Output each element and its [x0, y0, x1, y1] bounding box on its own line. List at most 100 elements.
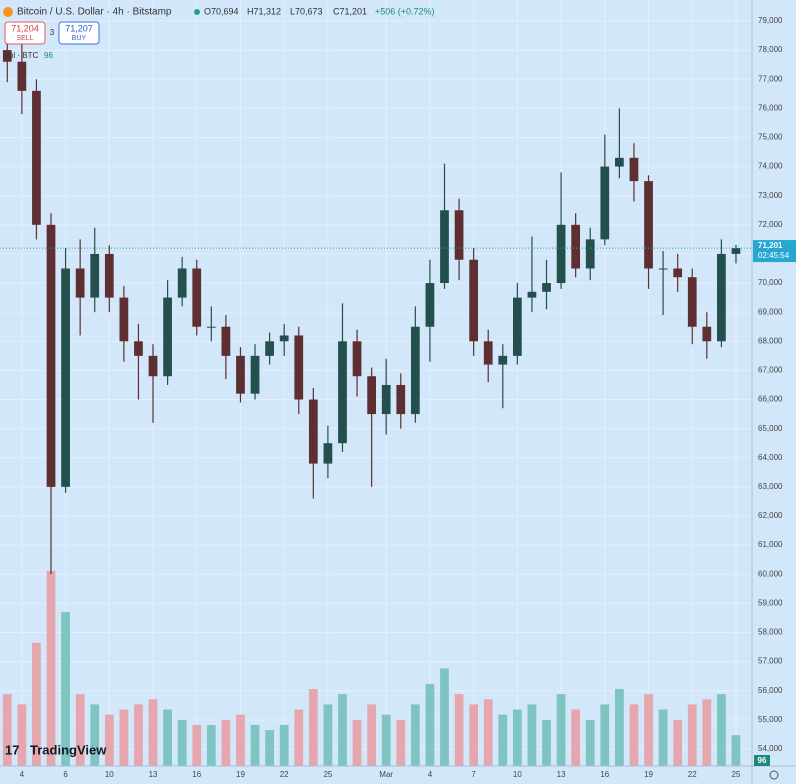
y-tick-label: 63,000	[758, 482, 783, 491]
volume-bar	[483, 699, 493, 766]
volume-bar	[440, 668, 449, 766]
volume-bar	[542, 719, 551, 766]
volume-bar	[192, 724, 202, 766]
candle-body	[512, 297, 522, 356]
volume-bar	[279, 724, 289, 766]
volume-bar	[163, 709, 172, 766]
settings-icon[interactable]	[769, 770, 779, 780]
x-tick-label: 7	[471, 770, 476, 779]
volume-bar	[90, 704, 100, 766]
volume-bar	[498, 714, 508, 766]
y-tick-label: 64,000	[758, 453, 783, 462]
last-price-label: 71,201	[758, 241, 783, 250]
candle-body	[615, 157, 624, 167]
candles	[2, 23, 741, 575]
candle-body	[600, 166, 610, 240]
candle-body	[687, 277, 697, 327]
y-tick-label: 79,000	[758, 16, 783, 25]
candle-body	[338, 341, 347, 444]
volume-bar	[206, 724, 216, 766]
x-tick-label: 16	[600, 770, 609, 779]
y-tick-label: 72,000	[758, 220, 783, 229]
candle-body	[425, 283, 435, 327]
candle-body	[352, 341, 362, 377]
candle-body	[585, 239, 595, 269]
candle-body	[134, 341, 143, 356]
volume-bar	[265, 730, 274, 766]
y-tick-label: 78,000	[758, 45, 783, 54]
volume	[2, 571, 741, 766]
candle-body	[265, 341, 274, 356]
buy-button[interactable]	[58, 21, 100, 45]
sell-button[interactable]	[4, 21, 46, 45]
symbol-title: Bitcoin / U.S. Dollar · 4h · Bitstamp	[17, 7, 172, 18]
volume-bar	[658, 709, 668, 766]
volume-bar	[32, 642, 41, 766]
sell-label: SELL	[16, 35, 33, 42]
y-tick-label: 70,000	[758, 278, 783, 287]
x-tick-label: 22	[688, 770, 697, 779]
candle-body	[673, 268, 683, 278]
candle-body	[454, 210, 464, 260]
volume-bar	[615, 689, 624, 766]
axes: 54,000 55,000 56,000 57,000 58,000 59,000 60,0…	[0, 16, 796, 779]
candle-body	[571, 224, 581, 269]
candle-body	[148, 355, 158, 377]
candle-body	[483, 341, 493, 365]
x-tick-label: 25	[323, 770, 332, 779]
candle-body	[644, 181, 653, 269]
ohlc-change: +506 (+0.72%)	[375, 6, 435, 16]
x-tick-label: 19	[236, 770, 245, 779]
candle-body	[556, 224, 566, 284]
y-tick-label: 74,000	[758, 162, 783, 171]
x-tick-label: 4	[428, 770, 433, 779]
candle-body	[236, 355, 245, 394]
volume-bar	[250, 724, 260, 766]
y-tick-label: 65,000	[758, 424, 783, 433]
volume-bar	[556, 694, 566, 766]
ohlc-close: C71,201	[333, 6, 367, 16]
candle-body	[440, 210, 449, 284]
candle-body	[731, 248, 741, 254]
ohlc-high: H71,312	[247, 6, 281, 16]
volume-bar	[396, 719, 406, 766]
y-tick-label: 56,000	[758, 686, 783, 695]
volume-bar	[410, 704, 420, 766]
x-tick-label: 16	[192, 770, 201, 779]
candle-body	[702, 326, 712, 342]
volume-bar	[512, 709, 522, 766]
spread: 3	[50, 28, 55, 37]
volume-bar	[673, 719, 683, 766]
volume-bar	[61, 612, 70, 766]
volume-bar	[2, 694, 12, 766]
volume-bar	[294, 709, 304, 766]
ohlc-low: L70,673	[290, 6, 323, 16]
candle-body	[629, 157, 639, 182]
y-tick-label: 54,000	[758, 744, 783, 753]
candle-body	[163, 297, 172, 377]
volume-bar	[687, 704, 697, 766]
x-tick-label: 6	[63, 770, 68, 779]
volume-bar	[177, 719, 187, 766]
candle-body	[32, 90, 41, 225]
volume-badge: 96	[758, 756, 767, 765]
candle-body	[192, 268, 202, 327]
volume-bar	[148, 699, 158, 766]
volume-bar	[119, 709, 129, 766]
candle-body	[46, 224, 56, 487]
volume-bar	[527, 704, 537, 766]
buy-label: BUY	[72, 35, 87, 42]
last-price-tag	[753, 240, 796, 263]
y-tick-label: 73,000	[758, 191, 783, 200]
y-tick-label: 76,000	[758, 103, 783, 112]
x-tick-label: 10	[513, 770, 522, 779]
volume-bar	[454, 694, 464, 766]
candle-body	[177, 268, 187, 298]
x-tick-label: 25	[732, 770, 741, 779]
volume-value: 96	[44, 51, 53, 60]
buy-price: 71,207	[65, 23, 93, 33]
candle-body	[61, 268, 70, 487]
ohlc-open: O70,694	[204, 6, 239, 16]
candle-body	[221, 326, 231, 356]
